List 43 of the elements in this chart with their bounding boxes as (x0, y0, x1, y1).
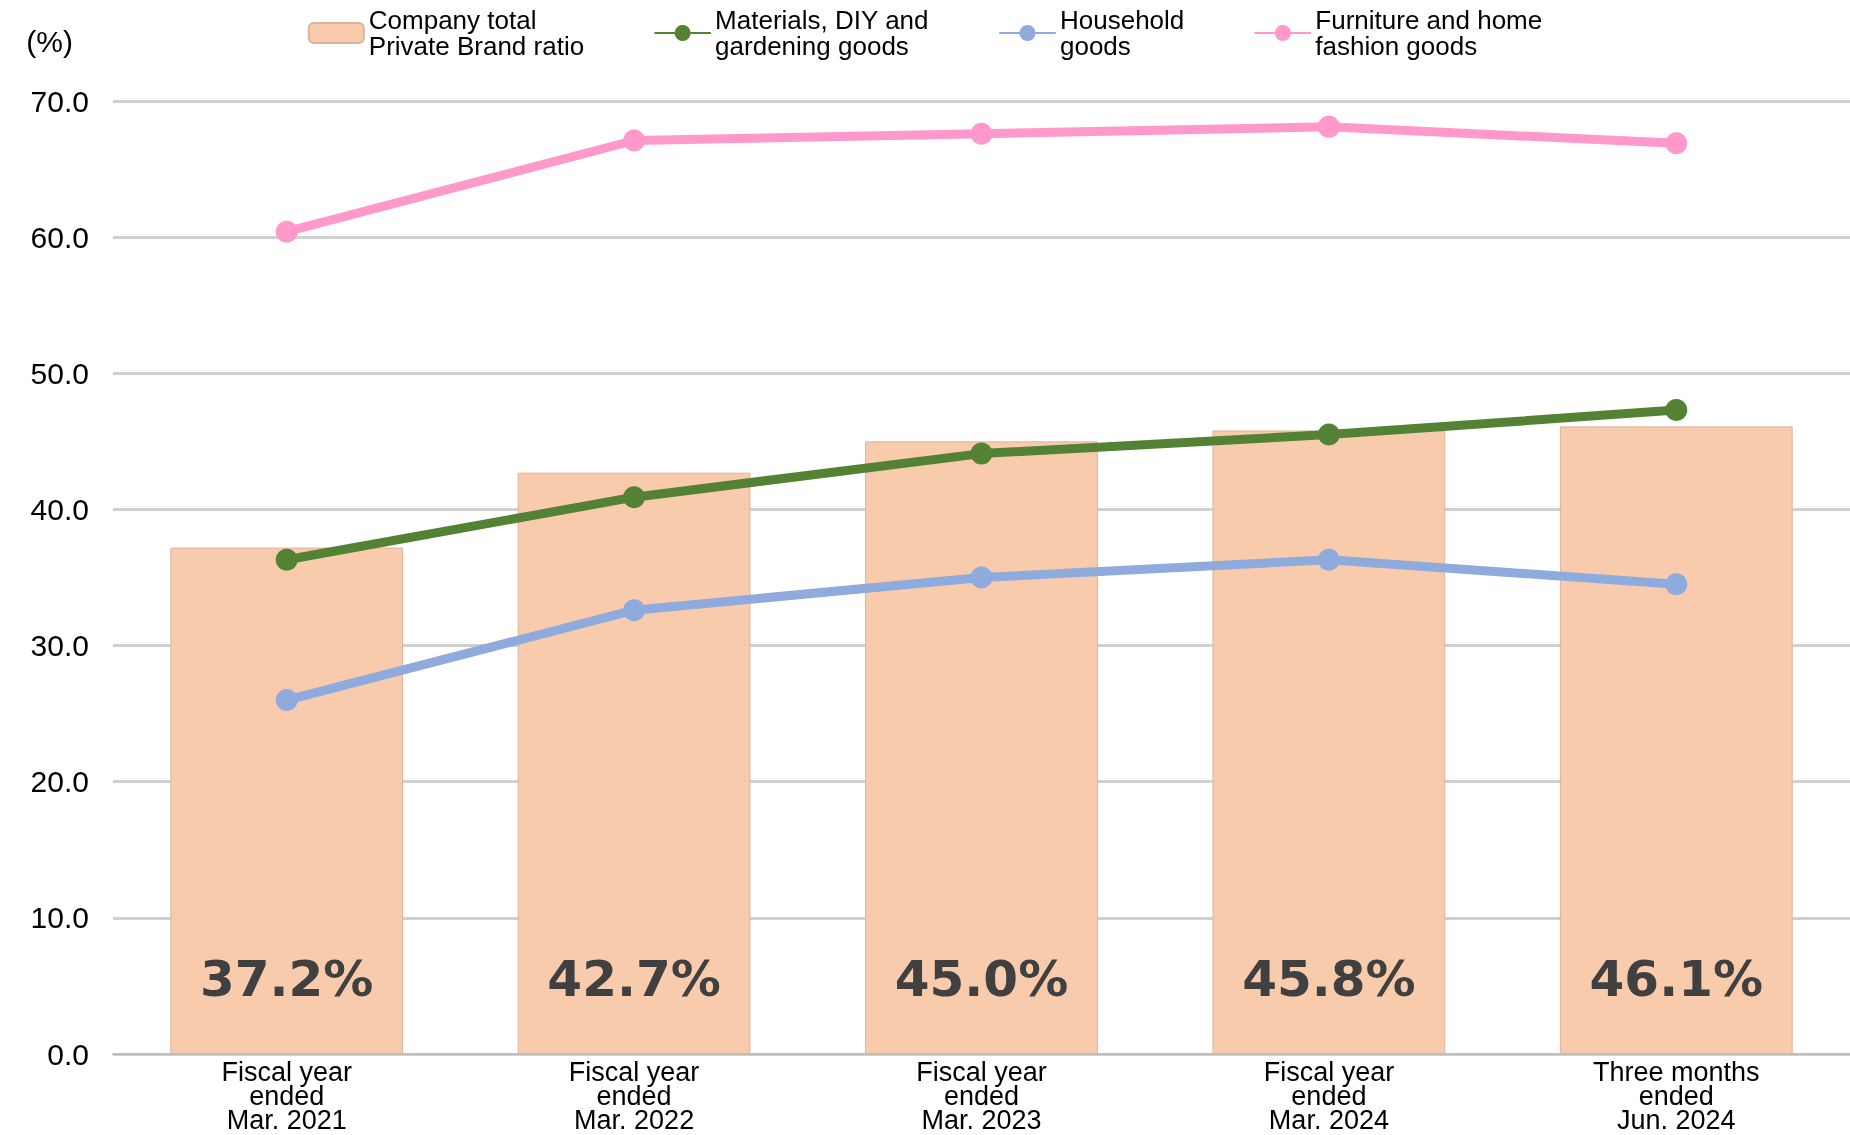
legend-label: Household goods (1059, 5, 1185, 61)
y-tick-label: 0.0 (47, 1037, 89, 1071)
point (970, 122, 993, 145)
point (970, 566, 993, 589)
legend-label: Company total Private Brand ratio (368, 5, 585, 61)
data-label: 42.7% (547, 950, 721, 1008)
point (275, 548, 298, 571)
point (1665, 573, 1688, 596)
x-tick-label: Three months ended Jun. 2024 (1593, 1057, 1760, 1135)
data-label: 45.0% (894, 950, 1069, 1008)
bar (170, 547, 404, 1054)
x-tick-label: Fiscal year ended Mar. 2024 (1263, 1057, 1395, 1135)
x-tick-label: Fiscal year ended Mar. 2021 (221, 1057, 352, 1135)
bar (1212, 430, 1446, 1054)
point (275, 689, 298, 712)
point (623, 129, 646, 152)
x-tick-label: Fiscal year ended Mar. 2023 (916, 1057, 1047, 1135)
point (1317, 115, 1340, 138)
data-label: 45.8% (1242, 950, 1416, 1008)
y-tick-label: 30.0 (30, 629, 89, 663)
y-tick-label: 50.0 (30, 356, 89, 390)
data-label: 46.1% (1589, 950, 1764, 1008)
point (275, 220, 298, 243)
y-tick-label: 10.0 (30, 901, 89, 935)
y-tick-label: 70.0 (30, 84, 89, 118)
data-label: 37.2% (199, 950, 374, 1008)
point (1665, 399, 1688, 422)
bar (1559, 426, 1793, 1054)
legend-label: Furniture and home fashion goods (1315, 5, 1543, 61)
point (1665, 132, 1688, 155)
x-tick-label: Fiscal year ended Mar. 2022 (568, 1057, 700, 1135)
bar (865, 441, 1098, 1054)
point (1317, 548, 1340, 571)
y-tick-label: 60.0 (30, 220, 89, 254)
y-tick-label: 40.0 (30, 492, 89, 526)
point (970, 442, 993, 465)
legend-label: Materials, DIY and gardening goods (715, 5, 929, 61)
point (1317, 423, 1340, 446)
bar (517, 472, 751, 1054)
point (623, 486, 646, 509)
point (623, 599, 646, 622)
y-tick-label: 20.0 (30, 765, 89, 799)
y-axis-title: (%) (26, 24, 73, 58)
